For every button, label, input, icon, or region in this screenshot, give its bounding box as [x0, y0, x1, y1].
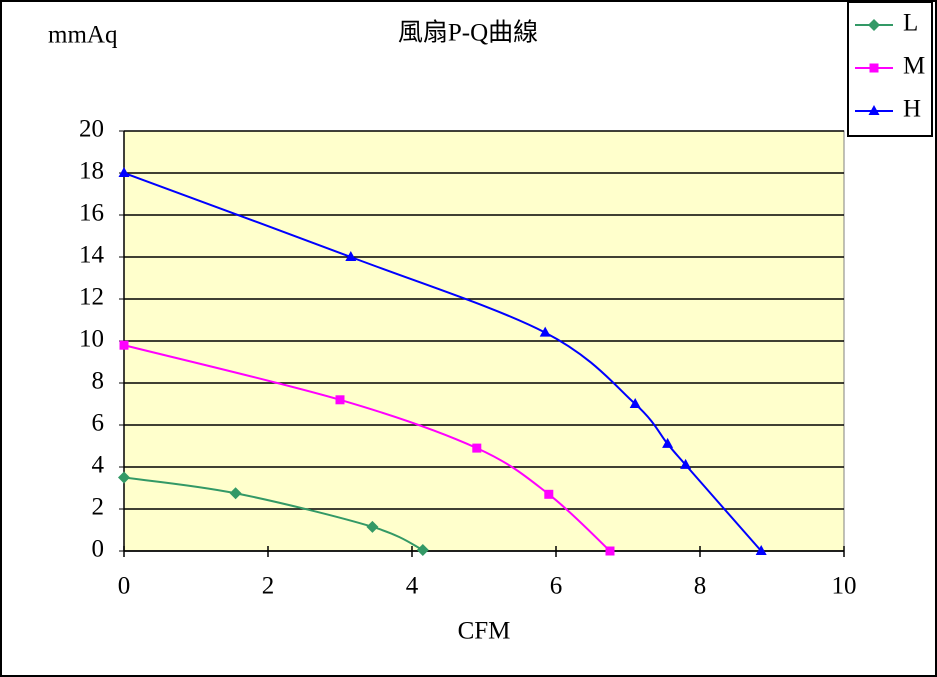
y-tick-label: 10 — [79, 326, 104, 353]
y-tick-label: 12 — [79, 284, 104, 311]
data-point — [755, 545, 767, 555]
legend-label: L — [903, 10, 918, 37]
data-point — [472, 443, 482, 453]
data-point — [539, 326, 551, 337]
legend-label: M — [903, 53, 925, 80]
y-tick-label: 2 — [92, 494, 105, 521]
data-point — [118, 167, 130, 177]
legend-marker — [869, 63, 879, 73]
data-point — [605, 546, 615, 556]
data-point — [629, 398, 641, 408]
series-line — [123, 344, 611, 552]
data-point — [119, 340, 129, 350]
y-tick-label: 16 — [79, 200, 104, 227]
x-tick-label: 4 — [406, 573, 419, 600]
data-point — [680, 458, 692, 469]
data-point — [662, 437, 674, 448]
y-tick-label: 6 — [92, 410, 105, 437]
y-axis-label: mmAq — [48, 22, 118, 49]
y-tick-label: 14 — [79, 242, 105, 269]
legend-marker — [868, 19, 880, 31]
data-point — [416, 543, 429, 556]
x-tick-label: 10 — [832, 573, 857, 600]
legend-marker — [868, 105, 880, 115]
data-point — [118, 471, 130, 484]
x-tick-label: 0 — [118, 573, 131, 600]
x-tick-label: 8 — [694, 573, 707, 600]
data-point — [366, 520, 379, 533]
x-tick-label: 2 — [262, 573, 275, 600]
legend-label: H — [903, 96, 921, 123]
y-tick-label: 8 — [92, 368, 105, 395]
data-point — [229, 487, 242, 500]
x-tick-label: 6 — [550, 573, 563, 600]
data-point — [345, 251, 357, 261]
chart-title: 風扇P-Q曲線 — [398, 19, 538, 47]
y-tick-label: 4 — [92, 452, 105, 479]
data-point — [544, 489, 554, 499]
y-tick-label: 20 — [79, 116, 104, 143]
x-axis-label: CFM — [458, 618, 511, 645]
data-point — [335, 395, 345, 405]
series-line — [123, 476, 424, 551]
y-tick-label: 0 — [92, 536, 105, 563]
y-tick-label: 18 — [79, 158, 104, 185]
